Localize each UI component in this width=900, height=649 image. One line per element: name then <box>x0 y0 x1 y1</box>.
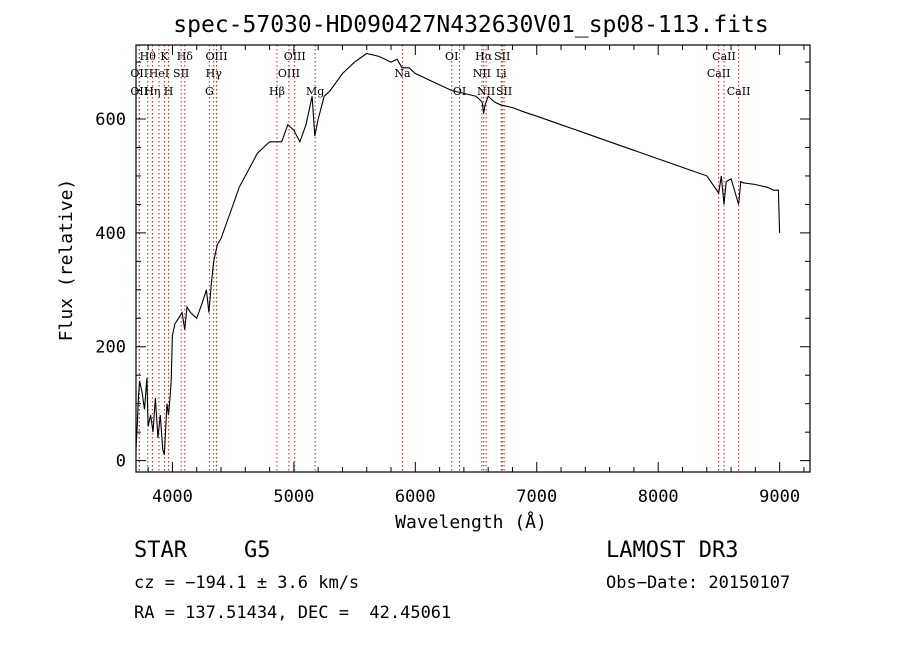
marker-label: HeI <box>149 67 169 80</box>
x-tick-label: 8000 <box>638 487 679 507</box>
observation-date: Obs−Date: 20150107 <box>606 573 791 593</box>
marker-label: H <box>164 85 174 98</box>
y-tick-label: 400 <box>95 224 126 244</box>
survey-name: LAMOST DR3 <box>606 538 739 563</box>
x-tick-label: 5000 <box>273 487 314 507</box>
x-tick-label: 4000 <box>152 487 193 507</box>
marker-label: OI <box>445 50 458 63</box>
marker-label: SII <box>496 85 512 98</box>
marker-label: Na <box>394 67 411 80</box>
plot-frame <box>135 44 811 473</box>
marker-label: Li <box>496 67 507 80</box>
y-tick-label: 200 <box>95 338 126 358</box>
marker-label: OIII <box>284 50 306 63</box>
spectral-subclass: G5 <box>244 538 271 563</box>
redshift-velocity: cz = −194.1 ± 3.6 km/s <box>134 573 360 593</box>
x-axis-ticks: 4000 5000 6000 7000 8000 9000 <box>147 45 805 507</box>
marker-label: Hδ <box>177 50 194 63</box>
x-axis-label: Wavelength (Å) <box>395 511 547 533</box>
y-axis-ticks: 0 200 400 600 <box>95 61 810 472</box>
marker-label: OII <box>130 85 148 98</box>
y-tick-label: 600 <box>95 110 126 130</box>
marker-label: OIII <box>278 67 300 80</box>
x-tick-label: 6000 <box>395 487 436 507</box>
line-markers <box>138 45 740 472</box>
x-tick-label: 9000 <box>759 487 800 507</box>
marker-label: CaII <box>727 85 751 98</box>
y-tick-label: 0 <box>116 452 126 472</box>
line-marker-labels: OII OII Hθ Hη HeI K H SII Hδ G Hγ OIII Hβ OIII OIII Mg N… <box>130 50 750 98</box>
marker-label: CaII <box>712 50 736 63</box>
object-type: STAR <box>134 538 187 563</box>
marker-label: G <box>205 85 214 98</box>
coordinates: RA = 137.51434, DEC = 42.45061 <box>134 603 452 623</box>
marker-label: K <box>160 50 169 63</box>
marker-label: Hθ <box>140 50 157 63</box>
marker-label: SII <box>494 50 510 63</box>
chart-title: spec-57030-HD090427N432630V01_sp08-113.f… <box>173 12 768 38</box>
spectrum-line <box>135 52 781 456</box>
marker-label: Hβ <box>269 85 285 98</box>
marker-label: OI <box>453 85 466 98</box>
marker-label: SII <box>173 67 189 80</box>
y-axis-label: Flux (relative) <box>56 179 77 342</box>
marker-label: Mg <box>306 85 324 98</box>
marker-label: OII <box>130 67 148 80</box>
marker-label: CaII <box>707 67 731 80</box>
x-tick-label: 7000 <box>516 487 557 507</box>
marker-label: Hα <box>475 50 493 63</box>
marker-label: NII <box>477 85 495 98</box>
marker-label: OIII <box>205 50 227 63</box>
marker-label: Hγ <box>206 67 223 80</box>
marker-label: Hη <box>144 85 160 98</box>
marker-label: NII <box>473 67 491 80</box>
